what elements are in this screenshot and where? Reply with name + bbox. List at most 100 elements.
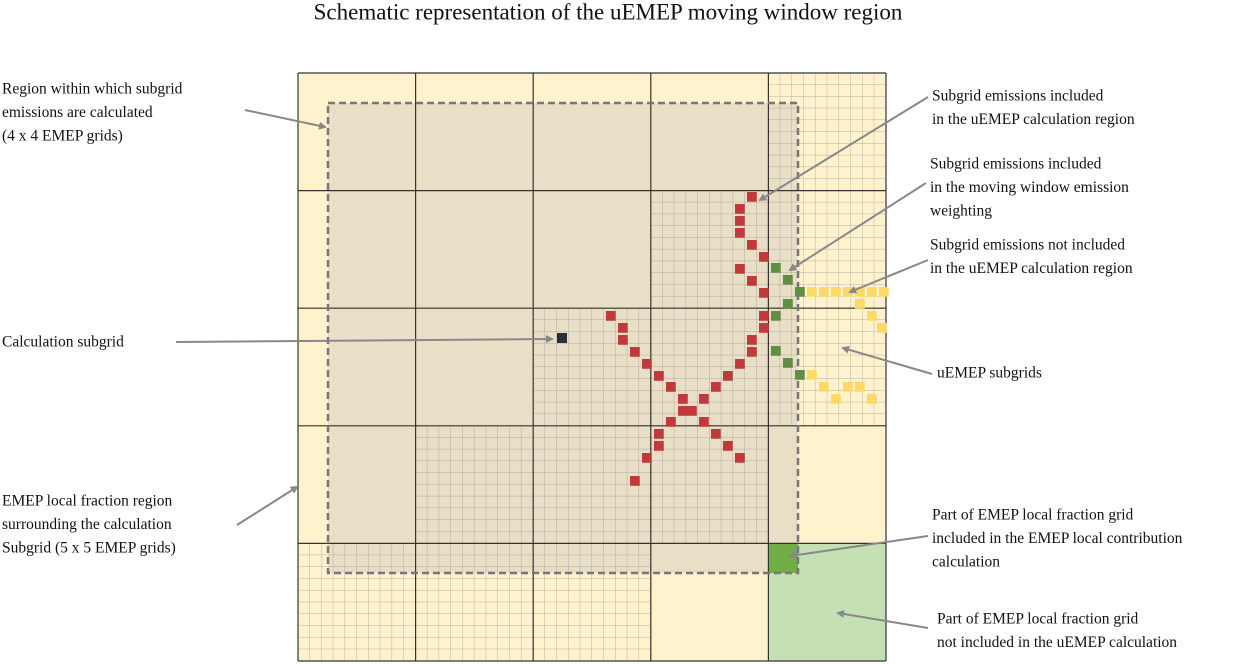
arrow: [788, 182, 927, 272]
excluded-emission: [867, 287, 877, 297]
excluded-emission: [867, 394, 877, 404]
label-text: (4 x 4 EMEP grids): [2, 128, 123, 145]
included-emission: [666, 417, 676, 427]
subgrid-cell: [298, 543, 416, 661]
included-emission: [759, 323, 769, 333]
label-text: weighting: [930, 203, 992, 220]
label-text: emissions are calculated: [2, 104, 153, 121]
included-emission: [735, 453, 745, 463]
arrow: [788, 535, 929, 560]
included-emission: [759, 252, 769, 262]
weighted-emission: [771, 346, 781, 356]
included-emission: [666, 382, 676, 392]
label-text: included in the EMEP local contribution: [932, 530, 1183, 547]
excluded-emission: [843, 287, 853, 297]
label-text: EMEP local fraction region: [2, 493, 173, 510]
label-text: Part of EMEP local fraction grid: [932, 507, 1134, 524]
emission-squares: [606, 192, 889, 486]
label-text: Subgrid emissions not included: [930, 237, 1125, 254]
label-text: Part of EMEP local fraction grid: [937, 611, 1139, 628]
included-emission: [630, 476, 640, 486]
included-emission: [699, 394, 709, 404]
emep-grid: [297, 72, 887, 662]
included-emission: [654, 371, 664, 381]
excluded-emission: [819, 287, 829, 297]
included-emission: [735, 216, 745, 226]
label-text: surrounding the calculation: [2, 516, 172, 533]
arrow: [848, 259, 929, 294]
included-emission: [747, 192, 757, 202]
weighted-emission: [795, 370, 805, 380]
weighted-emission: [783, 299, 793, 309]
subgrid-cell: [533, 543, 651, 661]
included-emission: [654, 429, 664, 439]
label-text: in the moving window emission: [930, 179, 1129, 196]
included-emission: [747, 276, 757, 286]
weighted-emission: [795, 287, 805, 297]
included-emission: [618, 335, 628, 345]
included-emission: [723, 371, 733, 381]
label-text: Calculation subgrid: [2, 334, 124, 351]
weighted-emission: [771, 311, 781, 321]
excluded-emission: [819, 382, 829, 392]
label-text: not included in the uEMEP calculation: [937, 634, 1177, 651]
included-emission: [735, 204, 745, 214]
included-emission: [711, 429, 721, 439]
included-emission: [630, 347, 640, 357]
included-emission: [687, 406, 697, 416]
arrow: [236, 485, 299, 526]
included-emission: [642, 453, 652, 463]
included-emission: [699, 417, 709, 427]
arrow: [758, 96, 929, 202]
label-text: in the uEMEP calculation region: [932, 111, 1135, 128]
excluded-emission: [831, 394, 841, 404]
excluded-emission: [807, 287, 817, 297]
subgrid-cell: [415, 543, 534, 661]
subgrid-cell: [533, 308, 651, 426]
included-emission: [735, 228, 745, 238]
subgrid-cell: [415, 425, 534, 544]
excluded-emission: [843, 382, 853, 392]
calculation-subgrid: [557, 333, 567, 343]
label-text: calculation: [932, 554, 1000, 571]
arrow: [841, 345, 933, 375]
included-emission: [723, 441, 733, 451]
included-emission: [759, 311, 769, 321]
included-emission: [747, 240, 757, 250]
weighted-emission: [783, 275, 793, 285]
arrow: [175, 335, 554, 344]
excluded-emission: [867, 311, 877, 321]
arrows: [175, 96, 933, 629]
title: Schematic representation of the uEMEP mo…: [314, 0, 903, 24]
arrow: [836, 610, 929, 629]
included-emission: [735, 359, 745, 369]
included-cell: [768, 543, 798, 573]
included-emission: [678, 406, 688, 416]
included-emission: [735, 264, 745, 274]
included-emission: [618, 323, 628, 333]
excluded-emission: [831, 287, 841, 297]
weighted-emission: [771, 263, 781, 273]
subgrid-cell: [650, 425, 769, 544]
included-emission: [759, 288, 769, 298]
excluded-emission: [807, 370, 817, 380]
labels: Region within which subgrid emissions are…: [2, 81, 1183, 652]
subgrid-cell: [650, 308, 769, 426]
excluded-emission: [879, 287, 889, 297]
included-emission: [642, 359, 652, 369]
arrow: [244, 109, 327, 130]
included-emission: [747, 347, 757, 357]
label-text: Region within which subgrid: [2, 81, 183, 98]
dashed-region: [326, 101, 800, 575]
included-emission: [678, 394, 688, 404]
label-text: Subgrid emissions included: [930, 156, 1102, 173]
included-emission: [606, 311, 616, 321]
excluded-emission: [855, 299, 865, 309]
excluded-emission: [855, 382, 865, 392]
label-text: in the uEMEP calculation region: [930, 260, 1133, 277]
included-emission: [711, 382, 721, 392]
weighted-emission: [783, 358, 793, 368]
label-text: uEMEP subgrids: [937, 365, 1042, 382]
included-emission: [654, 441, 664, 451]
